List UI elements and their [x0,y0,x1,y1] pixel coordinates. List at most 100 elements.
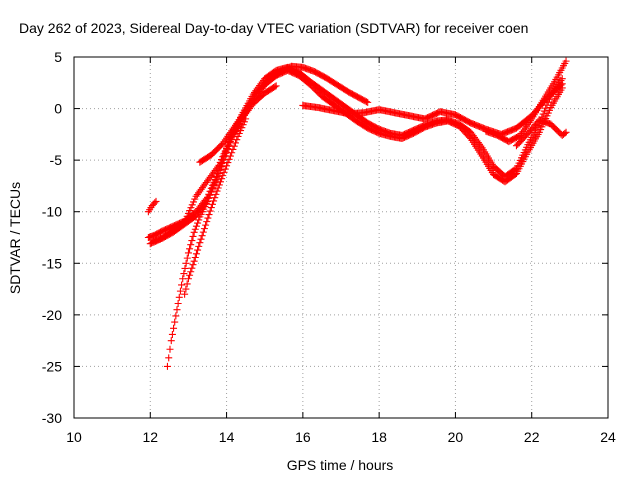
data-points [144,57,570,370]
data-point [194,246,202,254]
data-point [184,275,192,283]
data-point [206,207,214,215]
y-tick-label: -10 [42,204,62,220]
data-point [194,219,202,227]
data-point [272,82,280,90]
data-point [195,216,203,224]
data-point [233,136,241,144]
data-point [167,337,175,345]
x-tick-label: 12 [142,429,158,445]
y-tick-labels: 5 0 -5 -10 -15 -20 -25 -30 [42,49,62,426]
data-point [197,235,205,243]
data-point [221,149,229,157]
x-tick-label: 14 [219,429,235,445]
data-point [212,190,220,198]
data-point [210,197,218,205]
data-point [181,290,189,298]
data-point [235,129,243,137]
y-tick-label: -15 [42,255,62,271]
data-point [364,98,372,106]
data-point [225,139,233,147]
data-point [224,159,232,167]
data-point [229,145,237,153]
data-point [184,249,192,257]
data-point [191,225,199,233]
data-point [190,257,198,265]
data-point [168,330,176,338]
data-point [182,285,190,293]
data-point [198,232,206,240]
data-point [171,318,179,326]
data-point [196,239,204,247]
data-point [200,225,208,233]
data-point [557,81,565,89]
y-tick-label: -5 [50,152,63,168]
data-point [202,221,210,229]
data-point [220,168,228,176]
data-point [224,142,232,150]
data-point [188,237,196,245]
data-point [182,259,190,267]
x-tick-labels: 10 12 14 16 18 20 22 24 [66,429,616,445]
data-point [214,170,222,178]
data-point [242,115,250,123]
data-point [234,132,242,140]
data-point [151,199,159,207]
data-point [187,241,195,249]
x-tick-label: 18 [371,429,387,445]
data-point [240,118,248,126]
series-track-e [150,82,280,245]
x-tick-label: 22 [524,429,540,445]
data-point [203,218,211,226]
data-point [188,264,196,272]
y-tick-label: 5 [54,49,62,65]
data-point [558,80,566,88]
x-tick-label: 24 [600,429,616,445]
data-point [205,194,213,202]
series-track-c [196,62,372,166]
data-point [183,280,191,288]
plot-frame [73,56,609,419]
data-point [186,245,194,253]
data-point [192,250,200,258]
data-point [212,173,220,181]
data-point [208,200,216,208]
y-tick-label: 0 [54,101,62,117]
data-point [230,142,238,150]
data-point [192,222,200,230]
data-point [239,121,247,129]
data-point [173,306,181,314]
data-point [163,362,171,370]
data-point [206,191,214,199]
data-point [179,219,187,227]
data-point [205,211,213,219]
data-point [228,149,236,157]
x-tick-label: 10 [66,429,82,445]
axis-ticks [73,56,609,419]
data-point [219,172,227,180]
data-point [214,184,222,192]
data-point [237,127,245,135]
data-point [181,264,189,272]
data-point [223,146,231,154]
y-tick-label: -20 [42,307,62,323]
data-point [170,324,178,332]
data-point [210,180,218,188]
series-track-i [482,57,570,146]
data-point [213,187,221,195]
data-point [195,242,203,250]
data-point [562,57,570,65]
data-point [211,194,219,202]
data-point [238,124,246,132]
data-point [204,197,211,205]
data-point [539,110,547,118]
data-point [187,268,195,276]
data-point [172,312,180,320]
data-point [226,152,234,160]
data-point [204,214,212,222]
y-tick-label: -30 [42,410,62,426]
data-point [215,181,223,189]
data-point [207,204,215,212]
data-point [220,153,228,161]
